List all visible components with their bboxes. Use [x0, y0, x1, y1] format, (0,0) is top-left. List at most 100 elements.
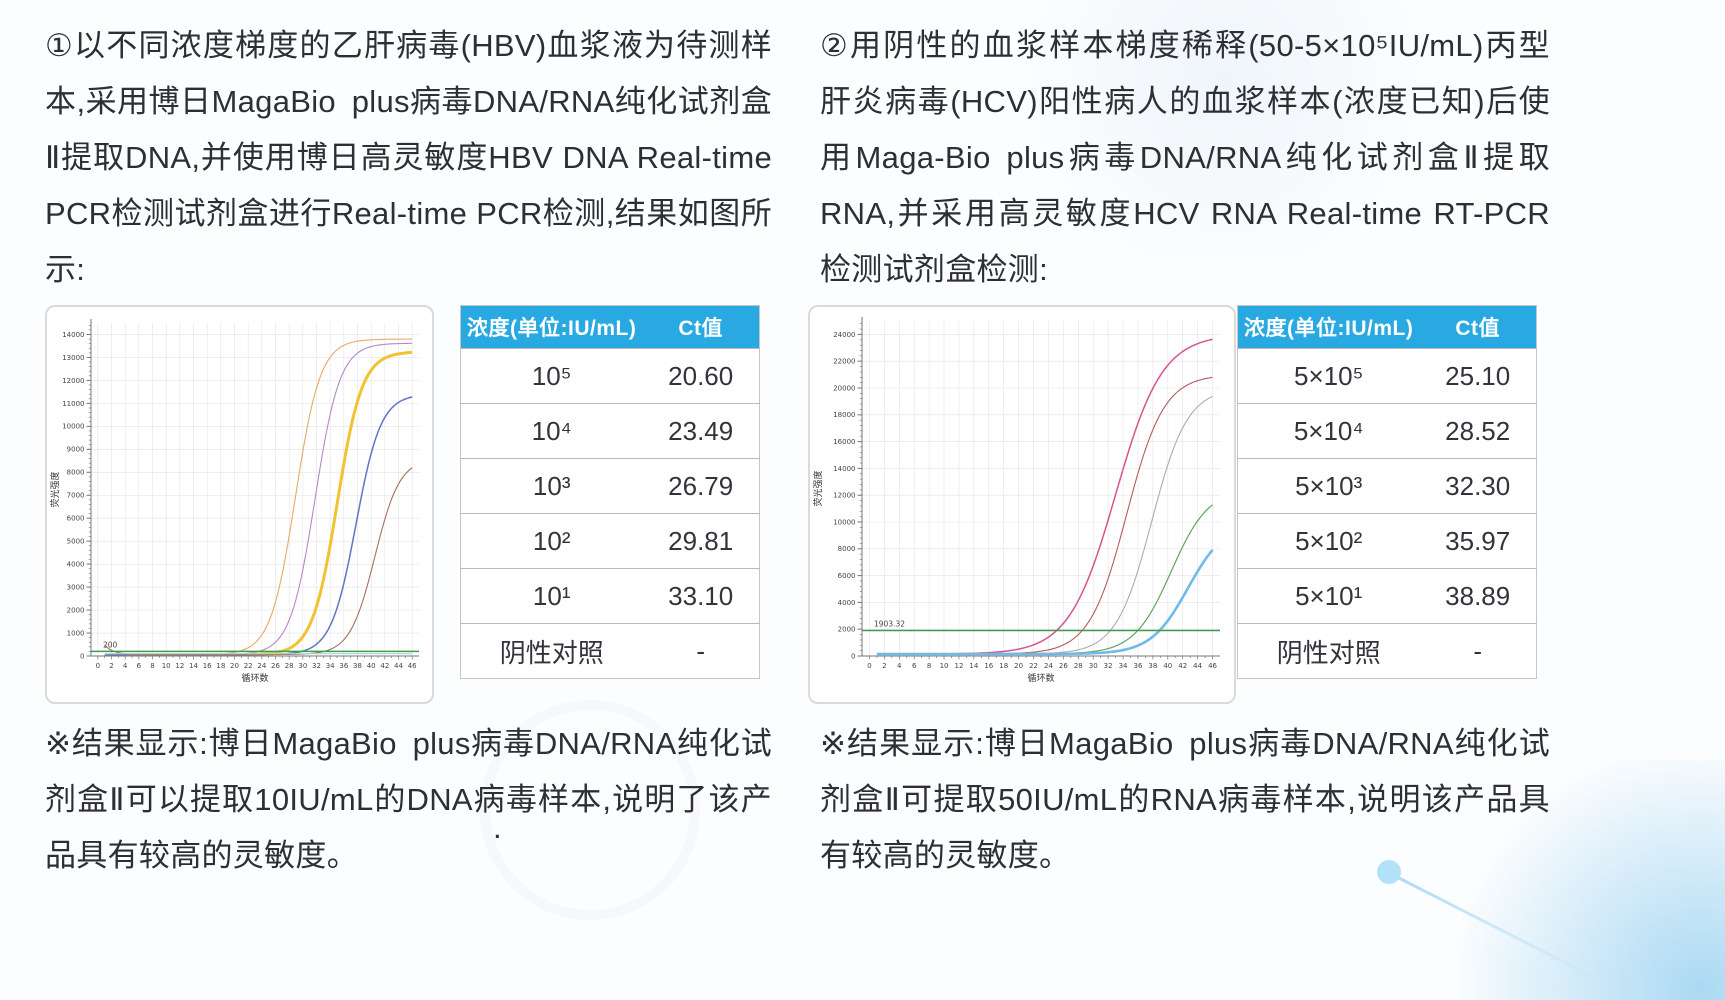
svg-text:36: 36	[1133, 662, 1142, 670]
svg-text:34: 34	[1119, 662, 1128, 670]
svg-text:10000: 10000	[833, 518, 855, 526]
concentration-header: 浓度(单位:IU/mL)	[1237, 305, 1420, 349]
series-curve-0	[876, 338, 1213, 655]
ct-value-cell: 38.89	[1419, 568, 1537, 624]
svg-text:14000: 14000	[833, 465, 855, 473]
svg-text:7000: 7000	[67, 492, 85, 500]
svg-text:28: 28	[285, 662, 294, 670]
svg-text:2: 2	[882, 662, 886, 670]
svg-text:12: 12	[175, 662, 184, 670]
y-axis-title: 荧光强度	[812, 470, 824, 506]
molecule-bond-line	[1397, 876, 1604, 983]
hbv-amplification-plot: 2000100020003000400050006000700080009000…	[49, 319, 419, 684]
svg-text:4000: 4000	[838, 599, 856, 607]
tick-labels: 0200040006000800010000120001400016000180…	[833, 331, 1217, 670]
hcv-amplification-chart-panel: 1903.32 0 2000 4000 6000 8000 10000 12000 14000 1…	[808, 305, 1236, 704]
concentration-cell: 阴性对照	[1237, 623, 1420, 679]
ct-value-header: Ct值	[1419, 305, 1537, 349]
hcv-amplification-plot: 1903.32 0 2000 4000 6000 8000 10000 12000 14000 1…	[812, 317, 1220, 684]
svg-text:26: 26	[1059, 662, 1068, 670]
concentration-header: 浓度(单位:IU/mL)	[460, 305, 643, 349]
ct-value-cell: -	[1419, 623, 1537, 679]
svg-text:4000: 4000	[67, 561, 85, 569]
svg-text:18000: 18000	[833, 411, 855, 419]
svg-text:24: 24	[1044, 662, 1053, 670]
svg-text:36: 36	[339, 662, 348, 670]
svg-text:10: 10	[162, 662, 171, 670]
grid	[91, 323, 419, 656]
experiment-2-result: ※结果显示:博日MagaBio plus病毒DNA/RNA纯化试剂盒Ⅱ可提取50…	[820, 726, 1550, 873]
svg-text:32: 32	[1104, 662, 1113, 670]
series-curve-1	[104, 342, 413, 656]
svg-text:32: 32	[312, 662, 321, 670]
table-row: 5×10¹ 38.89	[1237, 568, 1537, 624]
svg-text:8: 8	[927, 662, 931, 670]
svg-text:24: 24	[257, 662, 266, 670]
svg-text:34: 34	[326, 662, 335, 670]
concentration-cell: 10¹	[460, 568, 643, 624]
x-axis-title: 循环数	[241, 672, 268, 684]
svg-text:6000: 6000	[67, 515, 85, 523]
svg-text:8000: 8000	[67, 469, 85, 477]
svg-text:16: 16	[984, 662, 993, 670]
ct-value-cell: 23.49	[642, 403, 760, 459]
grid	[862, 321, 1220, 656]
ct-value-cell: 35.97	[1419, 513, 1537, 569]
svg-text:12000: 12000	[833, 492, 855, 500]
svg-text:12000: 12000	[62, 377, 84, 385]
ct-value-header: Ct值	[642, 305, 760, 349]
svg-text:18: 18	[999, 662, 1008, 670]
svg-text:0: 0	[851, 652, 855, 660]
ct-value-cell: 26.79	[642, 458, 760, 514]
svg-text:46: 46	[1208, 662, 1217, 670]
svg-text:30: 30	[1089, 662, 1098, 670]
concentration-cell: 10²	[460, 513, 643, 569]
concentration-cell: 5×10¹	[1237, 568, 1420, 624]
experiment-2-description: ②用阴性的血浆样本梯度稀释(50-5×10⁵IU/mL)丙型肝炎病毒(HCV)阳…	[820, 28, 1550, 287]
series-group	[876, 338, 1214, 656]
table-body: 5×10⁵ 25.10 5×10⁴ 28.52 5×10³ 32.30 5×10² 35.97…	[1237, 348, 1537, 679]
table-row: 10⁴ 23.49	[460, 403, 760, 459]
svg-text:0: 0	[96, 662, 100, 670]
svg-text:20: 20	[230, 662, 239, 670]
table-row: 阴性对照 -	[1237, 623, 1537, 679]
table-body: 10⁵ 20.60 10⁴ 23.49 10³ 26.79 10² 29.81 10¹ 33.10…	[460, 348, 760, 679]
svg-text:5000: 5000	[67, 538, 85, 546]
svg-text:42: 42	[1178, 662, 1187, 670]
svg-text:44: 44	[1193, 662, 1202, 670]
axes	[87, 319, 419, 657]
ct-value-cell: 28.52	[1419, 403, 1537, 459]
svg-text:0: 0	[867, 662, 871, 670]
table-row: 10³ 26.79	[460, 458, 760, 514]
svg-text:8000: 8000	[838, 545, 856, 553]
series-group	[104, 338, 413, 656]
table-row: 10² 29.81	[460, 513, 760, 569]
threshold-label: 200	[103, 640, 118, 649]
table-row: 10¹ 33.10	[460, 568, 760, 624]
experiment-1-description: ①以不同浓度梯度的乙肝病毒(HBV)血浆液为待测样本,采用博日MagaBio p…	[45, 28, 772, 287]
svg-text:10: 10	[940, 662, 949, 670]
series-curve-4	[876, 549, 1214, 656]
svg-text:9000: 9000	[67, 446, 85, 454]
ct-value-cell: 33.10	[642, 568, 760, 624]
svg-text:22: 22	[244, 662, 253, 670]
table-row: 5×10² 35.97	[1237, 513, 1537, 569]
concentration-cell: 5×10²	[1237, 513, 1420, 569]
svg-text:12: 12	[954, 662, 963, 670]
svg-text:26: 26	[271, 662, 280, 670]
svg-text:46: 46	[408, 662, 417, 670]
threshold-label: 1903.32	[874, 619, 905, 628]
svg-text:44: 44	[394, 662, 403, 670]
svg-text:14000: 14000	[62, 331, 84, 339]
svg-text:40: 40	[1163, 662, 1172, 670]
ct-value-cell: 20.60	[642, 348, 760, 404]
series-curve-0	[104, 338, 413, 656]
table-header-row: 浓度(单位:IU/mL) Ct值	[1237, 305, 1537, 349]
svg-text:16000: 16000	[833, 438, 855, 446]
concentration-cell: 10⁵	[460, 348, 643, 404]
svg-text:22: 22	[1029, 662, 1038, 670]
table-header-row: 浓度(单位:IU/mL) Ct值	[460, 305, 760, 349]
svg-text:42: 42	[380, 662, 389, 670]
y-axis-title: 荧光强度	[49, 471, 61, 507]
